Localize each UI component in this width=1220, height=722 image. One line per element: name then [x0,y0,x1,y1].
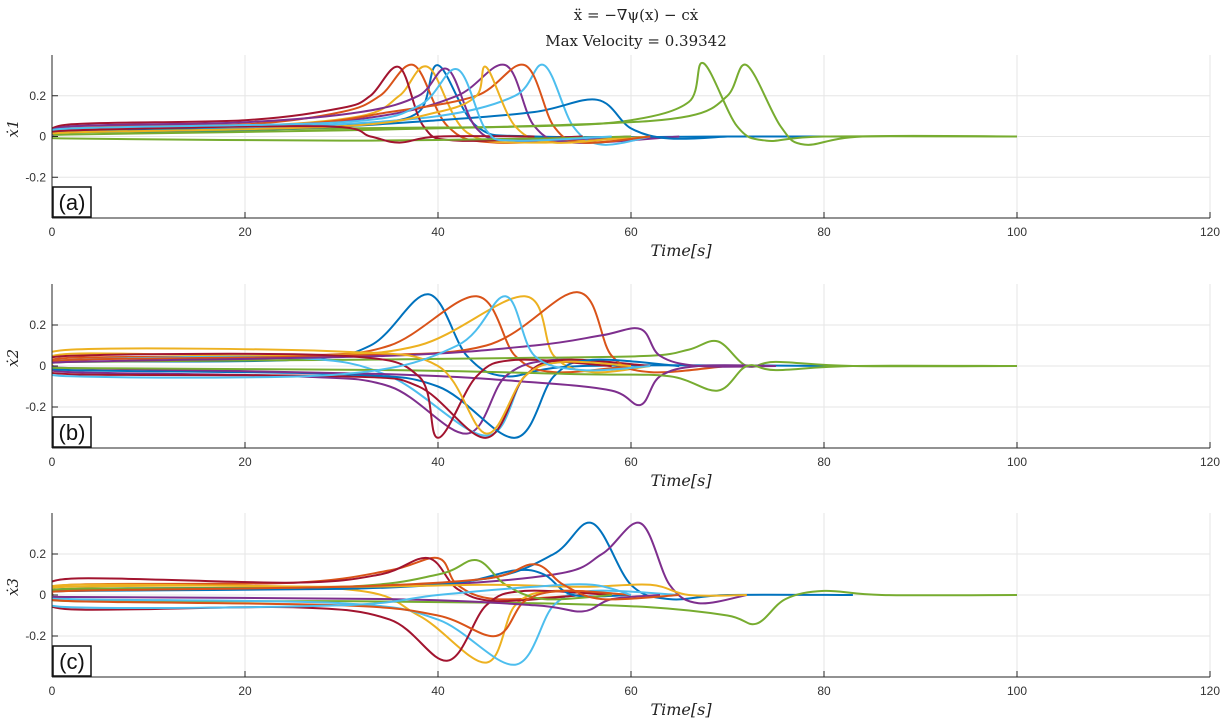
series-line-4 [52,358,632,435]
y-tick-label: 0 [39,130,46,144]
x-tick-label: 80 [817,225,831,239]
series-line-12 [52,583,747,597]
series-line-5 [52,339,1018,368]
y-tick-label: 0 [39,359,46,373]
y-tick-label: -0.2 [25,629,46,643]
x-tick-label: 20 [238,225,252,239]
series-line-3 [52,584,632,664]
series-line-10 [52,327,776,368]
x-tick-label: 20 [238,455,252,469]
x-tick-label: 0 [49,455,56,469]
x-tick-label: 100 [1007,684,1027,698]
x-tick-label: 100 [1007,225,1027,239]
series-group [52,62,1018,146]
x-tick-label: 60 [624,225,638,239]
x-tick-label: 100 [1007,455,1027,469]
series-line-12 [52,364,1018,392]
series-line-13 [52,594,661,613]
x-tick-label: 80 [817,684,831,698]
y-tick-label: 0.2 [29,318,46,332]
x-tick-label: 40 [431,684,445,698]
x-tick-label: 60 [624,684,638,698]
x-tick-label: 20 [238,684,252,698]
series-group [52,291,1018,439]
y-axis-label: ẋ1 [4,119,22,137]
y-axis-label: ẋ3 [4,578,22,596]
x-tick-label: 60 [624,455,638,469]
x-axis-label: Time[s] [650,241,712,260]
x-tick-label: 120 [1200,684,1220,698]
series-line-15 [52,295,651,379]
x-tick-label: 120 [1200,225,1220,239]
y-tick-label: 0.2 [29,89,46,103]
x-tick-label: 0 [49,684,56,698]
panel-label: (a) [59,190,86,215]
x-tick-label: 120 [1200,455,1220,469]
x-tick-label: 80 [817,455,831,469]
figure-title-equation: ẍ = −∇ψ(x) − cẋ [574,6,699,24]
series-line-8 [52,291,728,374]
panel-label: (c) [59,649,85,674]
panel-a: 0 20 40 60 80 100 120 0.2 0 -0.2 Time[s] ẋ1 (a) [4,55,1220,260]
panel-label: (b) [59,420,86,445]
x-axis-label: Time[s] [650,700,712,719]
series-line-14 [52,583,632,609]
panel-b: 0 20 40 60 80 100 120 0.2 0 -0.2 Time[s] ẋ2 (b) [4,284,1220,490]
y-tick-label: 0 [39,588,46,602]
x-tick-label: 40 [431,225,445,239]
series-line-2 [52,295,632,374]
series-line-10 [52,63,1018,146]
series-line-11 [52,589,632,638]
y-tick-label: -0.2 [25,170,46,184]
panel-c: 0 20 40 60 80 100 120 0.2 0 -0.2 Time[s] ẋ3 (c) [4,513,1220,719]
figure-title-max-velocity: Max Velocity = 0.39342 [545,32,727,50]
series-line-14 [52,125,535,144]
x-tick-label: 40 [431,455,445,469]
series-line-13 [52,352,612,439]
panel-label-box [52,186,92,218]
series-group [52,521,1018,666]
y-tick-label: -0.2 [25,400,46,414]
series-line-13 [52,135,632,142]
series-line-15 [52,68,612,142]
series-line-5 [52,589,1018,626]
y-axis-label: ẋ2 [4,349,22,367]
panel-label-box [52,645,92,677]
series-line-15 [52,563,680,601]
panel-label-box [52,416,92,448]
x-tick-label: 0 [49,225,56,239]
y-tick-label: 0.2 [29,547,46,561]
x-axis-label: Time[s] [650,471,712,490]
